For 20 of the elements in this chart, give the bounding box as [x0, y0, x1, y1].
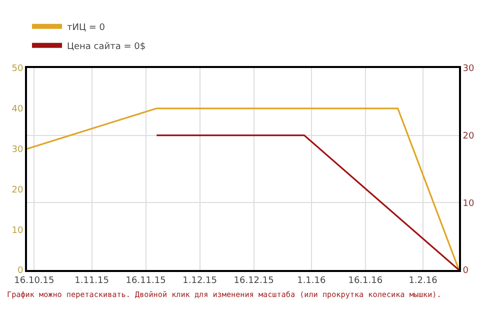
y2-tick-label: 10: [462, 198, 475, 209]
x-tick-label: 1.12.15: [182, 276, 217, 286]
x-tick-label: 1.11.15: [74, 276, 109, 286]
x-tick-label: 16.10.15: [14, 276, 54, 286]
y2-tick-label: 30: [462, 64, 475, 74]
y2-tick-label: 0: [462, 266, 469, 276]
x-tick-label: 16.11.15: [126, 276, 166, 286]
y-tick-label: 20: [12, 185, 24, 196]
y-tick-label: 50: [12, 64, 24, 74]
y-tick-label: 0: [17, 266, 24, 276]
y-tick-label: 30: [12, 144, 24, 155]
y2-tick-label: 20: [462, 131, 475, 142]
legend-label: тИЦ = 0: [67, 22, 106, 33]
y-tick-label: 40: [12, 104, 24, 115]
x-tick-label: 1.2.16: [408, 276, 438, 286]
x-tick-label: 1.1.16: [297, 276, 326, 286]
x-tick-label: 16.12.15: [234, 276, 274, 286]
legend-label: Цена сайта = 0$: [67, 42, 146, 52]
x-tick-label: 16.1.16: [348, 276, 383, 286]
y-tick-label: 10: [12, 226, 24, 236]
